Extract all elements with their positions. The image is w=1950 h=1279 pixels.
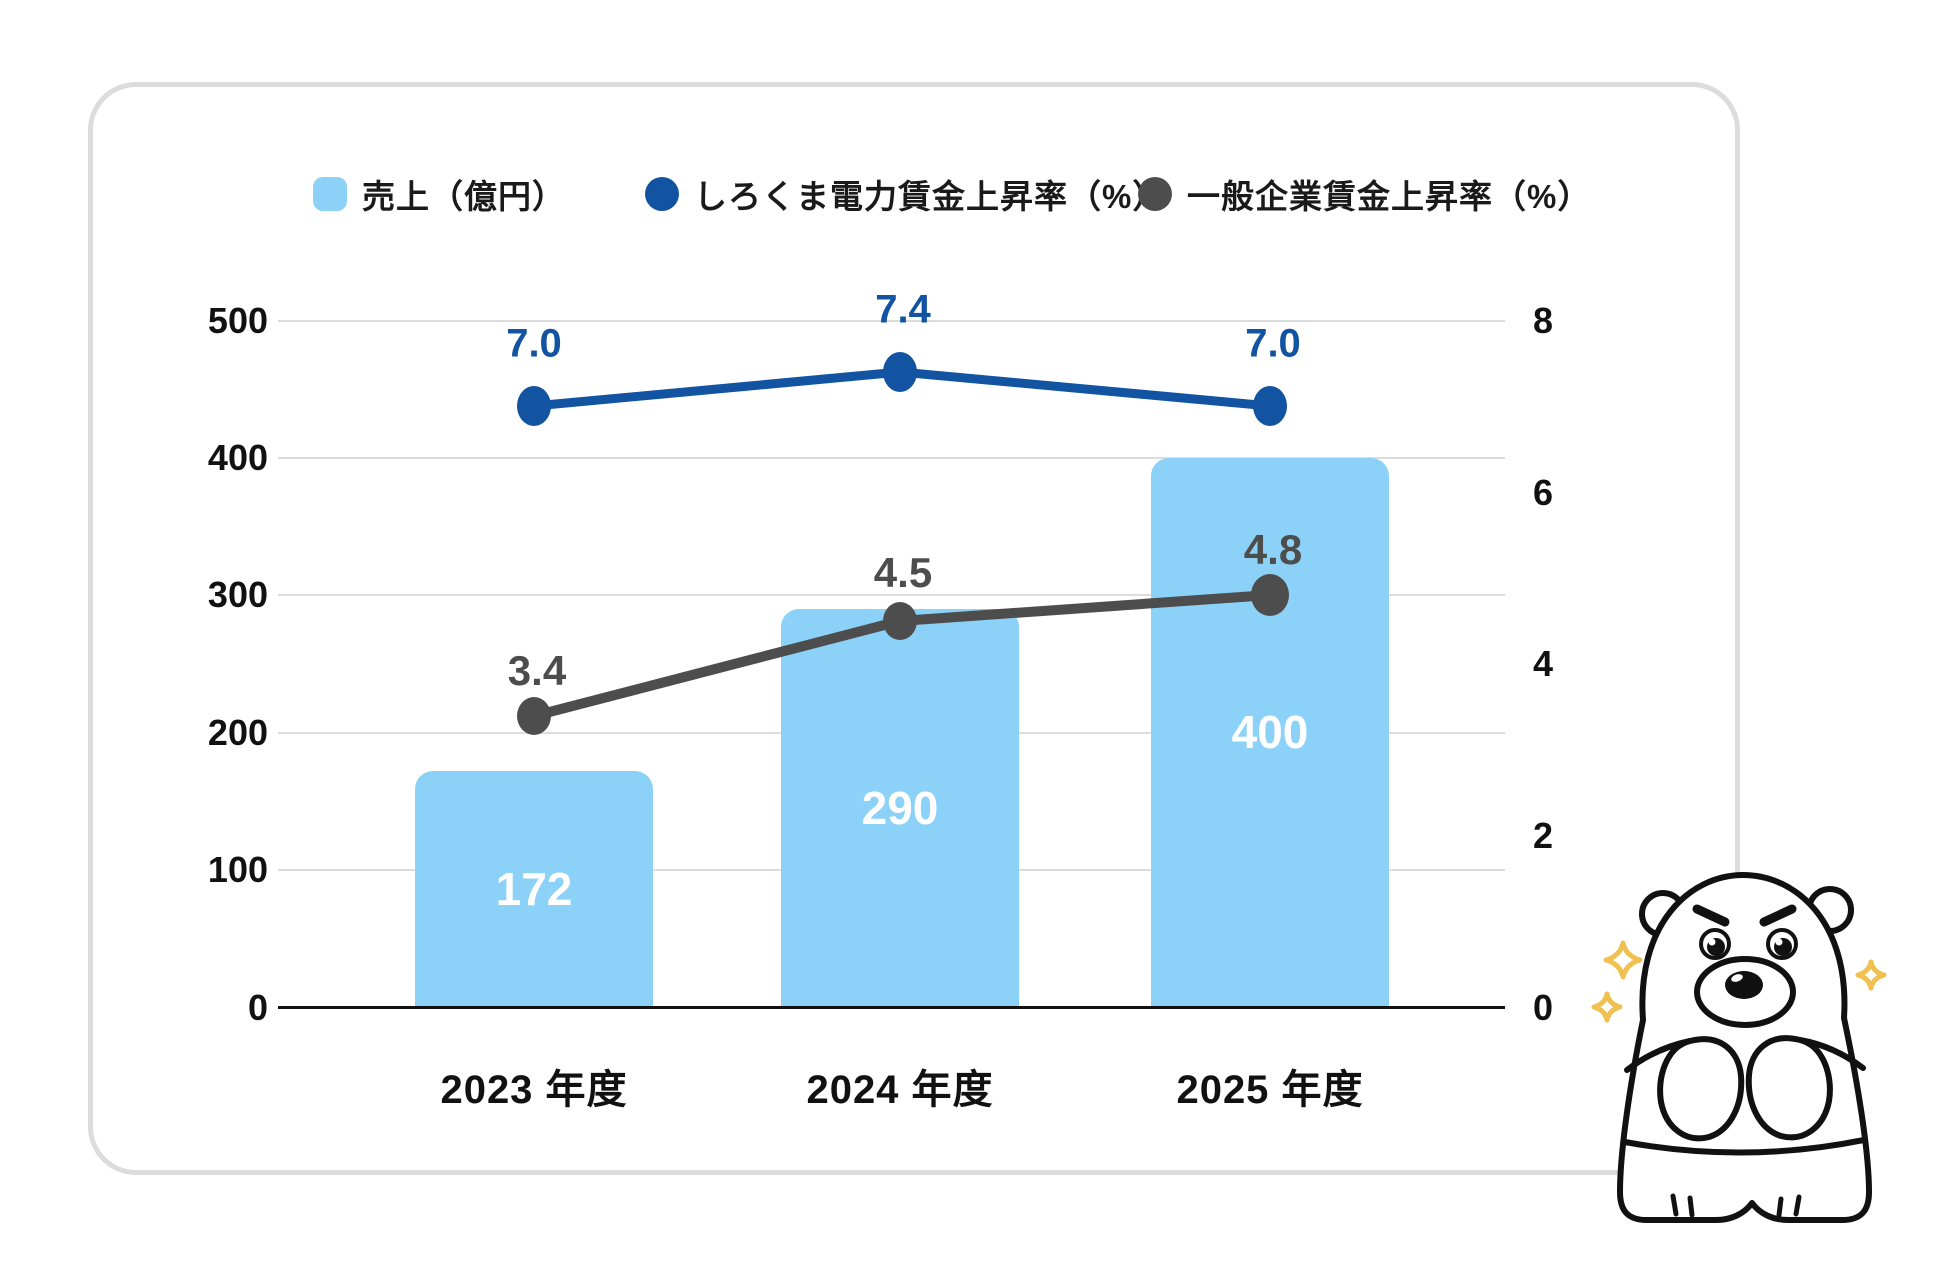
bar-2023-sales: 172 [415, 771, 653, 1006]
gray-point-2025 [1251, 574, 1289, 616]
bar-value-label: 290 [861, 781, 939, 834]
left-axis-tick-0: 0 [247, 987, 268, 1028]
bear-nose-glint [1731, 974, 1743, 982]
blue-line-swatch-icon [645, 177, 679, 211]
left-axis-tick-400: 400 [207, 437, 268, 478]
right-axis-tick-2: 2 [1533, 815, 1554, 856]
blue-point-2023 [517, 386, 551, 426]
sparkle-icon [1603, 940, 1643, 980]
bear-paw [1657, 1036, 1745, 1142]
left-axis-tick-300: 300 [207, 574, 268, 615]
legend-label-sales: 売上（億円） [362, 178, 566, 215]
blue-value-2024: 7.4 [875, 287, 931, 332]
blue-value-2023: 7.0 [506, 321, 562, 366]
bear-paw [1745, 1035, 1833, 1141]
bear-toe [1670, 1193, 1679, 1217]
legend-item-general-rate: 一般企業賃金上昇率（%） [1138, 174, 1591, 215]
gridline-300 [278, 594, 1505, 596]
left-axis-tick-100: 100 [207, 849, 268, 890]
legend-item-sales: 売上（億円） [313, 174, 566, 215]
gray-value-2023: 3.4 [507, 647, 567, 694]
gridline-500 [278, 320, 1505, 322]
bear-eye-glint [1775, 938, 1783, 946]
legend-label-general-rate: 一般企業賃金上昇率（%） [1187, 178, 1592, 215]
bear-eye-glint [1708, 938, 1716, 946]
legend-label-shirokuma-rate: しろくま電力賃金上昇率（%） [694, 178, 1167, 215]
left-axis-tick-200: 200 [207, 712, 268, 753]
blue-point-2025 [1253, 386, 1287, 426]
x-axis-label-2025: 2025 年度 [1176, 1068, 1364, 1112]
bear-toe [1776, 1196, 1784, 1218]
bear-eyebrow [1759, 904, 1797, 927]
right-axis-tick-0: 0 [1533, 987, 1554, 1028]
right-axis-tick-6: 6 [1533, 472, 1554, 513]
bear-toe [1793, 1194, 1802, 1217]
bar-2024-sales: 290 [781, 609, 1019, 1006]
gray-value-2024: 4.5 [873, 549, 933, 596]
x-axis-label-2024: 2024 年度 [806, 1068, 994, 1112]
legend-item-shirokuma-rate: しろくま電力賃金上昇率（%） [645, 174, 1166, 215]
gray-line-swatch-icon [1138, 177, 1172, 211]
bar-value-label: 400 [1231, 706, 1309, 758]
bar-swatch-icon [313, 177, 347, 211]
bear-toe [1687, 1195, 1695, 1218]
sparkle-icon [1855, 959, 1887, 991]
x-axis-line [278, 1006, 1505, 1009]
right-axis-tick-4: 4 [1533, 643, 1554, 684]
blue-value-2025: 7.0 [1245, 321, 1301, 366]
polar-bear-mascot [1591, 872, 1887, 1223]
bear-belly-line [1622, 1137, 1867, 1156]
x-axis-label-2023: 2023 年度 [440, 1068, 628, 1112]
left-axis-tick-500: 500 [207, 300, 268, 341]
gray-point-2023 [517, 697, 551, 735]
bar-value-label: 172 [495, 862, 573, 915]
bear-nose [1725, 971, 1763, 999]
bar-2025-sales: 400 [1151, 458, 1389, 1006]
blue-point-2024 [883, 352, 917, 392]
right-axis-tick-8: 8 [1533, 300, 1554, 341]
gray-value-2025: 4.8 [1243, 526, 1303, 573]
gray-point-2024 [883, 602, 917, 640]
sparkle-icon [1591, 991, 1623, 1023]
gridline-400 [278, 457, 1505, 459]
bear-eyebrow [1692, 904, 1730, 927]
